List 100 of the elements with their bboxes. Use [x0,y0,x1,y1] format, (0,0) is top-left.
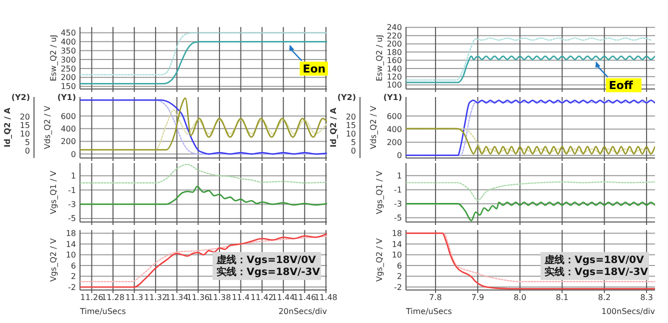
line-series [406,37,652,81]
text: (Y1) [57,93,76,102]
y-tick-label: 450 [60,28,76,38]
y-tick-label: 600 [386,112,402,121]
y-tick-label: 250 [60,64,76,74]
y-axis-title: Esw_Q2 / uJ [49,34,58,82]
x-tick-label: 7.8 [429,293,442,302]
x-tick-label: 8.3 [640,293,653,302]
y-tick-label: -2 [68,282,76,292]
annotation: 实线：Vgs=18V/-3V [544,266,648,278]
y-tick-label: -3 [394,200,402,209]
y-axis-title: Vds_Q2 / V [43,105,52,150]
y-tick-label: 300 [60,55,76,64]
text: (Y2) [337,93,356,102]
annotation: 虚线：Vgs=18V/0V [216,254,316,266]
y2-tick-label: 0 [350,146,356,156]
y-tick-label: -1 [394,185,402,194]
x-tick-label: 11.28 [102,293,124,302]
y-tick-label: 14 [66,240,76,249]
y-tick-label: 350 [60,46,76,56]
line-series [80,32,327,76]
y2-tick-label: 15 [20,121,30,130]
annotation: 虚线：Vgs=18V/0V [544,254,644,266]
x-tick-label: 11.3 [125,293,144,302]
y-tick-label: 10 [66,250,76,260]
y-tick-label: -5 [68,214,76,224]
y-tick-label: 220 [386,31,402,40]
annotation: Eon [302,62,326,76]
x-tick-label: 8.0 [514,293,526,302]
x-axis-title: Time/uSecs [405,307,452,316]
x-tick-label: 7.9 [471,293,484,302]
y-tick-label: -1 [68,186,76,195]
y-tick-label: 200 [60,73,76,82]
y-axis-title: Esw_Q2 / uJ [375,34,384,82]
line-series [80,186,327,206]
y-tick-label: 400 [60,124,76,134]
y-tick-label: 240 [386,23,402,32]
y-tick-label: 400 [386,124,402,134]
x-tick-label: 11.42 [250,293,274,302]
annotation: 实线：Vgs=18V/-3V [216,266,320,278]
x-tick-label: 11.34 [165,293,188,302]
y-tick-label: 200 [386,138,402,148]
y-tick-label: 200 [386,40,402,49]
y2-tick-label: 10 [20,130,30,138]
line-series [406,181,655,201]
y-tick-label: 1 [396,171,402,180]
y-tick-label: 160 [386,56,402,66]
y-tick-label: 140 [386,64,402,74]
y-tick-label: 0 [70,150,76,159]
y-tick-label: 1 [70,172,76,181]
y-axis-title: Vgs_Q1 / V [375,170,384,214]
text: 100nSecs/div [601,307,656,316]
x-tick-label: 11.38 [208,293,231,302]
x-tick-label: 11.36 [186,293,210,302]
x-tick-label: 11.4 [232,293,250,302]
y-tick-label: 6 [70,261,76,270]
x-tick-label: 11.32 [144,293,168,302]
x-tick-label: 11.48 [314,293,338,302]
y-tick-label: -2 [394,282,402,292]
y-tick-label: 6 [396,261,402,270]
x-tick-label: 8.2 [598,293,611,302]
text: 20nSecs/div [278,307,328,316]
y-tick-label: 200 [60,137,76,146]
y-axis-title: Vgs_Q2 / V [375,238,384,282]
x-tick-label: 11.44 [272,293,295,302]
text: (Y2) [11,93,30,102]
x-tick-label: 11.46 [293,293,316,302]
y2-tick-label: 5 [350,138,356,147]
line-series [80,164,327,184]
y-tick-label: 400 [60,37,76,46]
y2-tick-label: 15 [346,121,356,130]
y-tick-label: 120 [386,72,402,82]
annotation: Eoff [608,79,633,92]
y-tick-label: 2 [70,272,76,282]
y-axis-title: Vds_Q2 / V [369,105,378,150]
y-axis-title: Vgs_Q2 / V [49,238,58,282]
y2-axis-title: Id_Q2 / A [3,106,12,148]
y-tick-label: -5 [394,214,402,223]
x-tick-label: 8.1 [556,293,569,302]
y2-tick-label: 5 [24,138,30,147]
x-tick-label: 11.26 [80,293,104,302]
line-series [80,40,327,84]
text: (Y1) [383,93,402,102]
y-tick-label: 150 [60,82,76,92]
y-tick-label: 600 [60,112,76,121]
y-tick-label: 18 [66,229,76,238]
y2-tick-label: 20 [20,112,30,122]
y2-tick-label: 20 [346,112,356,122]
y-tick-label: 100 [386,80,402,90]
y-tick-label: 10 [392,250,402,260]
y-tick-label: 18 [392,229,402,238]
y-tick-label: 180 [386,48,402,57]
y-axis-title: Vgs_Q1 / V [49,170,58,214]
x-axis-title: Time/uSecs [79,307,126,316]
y2-tick-label: 0 [24,146,30,156]
y-tick-label: 14 [392,240,402,249]
y-tick-label: 0 [396,151,402,160]
y2-tick-label: 10 [346,130,356,138]
y-tick-label: 2 [396,272,402,282]
y2-axis-title: Id_Q2 / A [329,106,338,148]
